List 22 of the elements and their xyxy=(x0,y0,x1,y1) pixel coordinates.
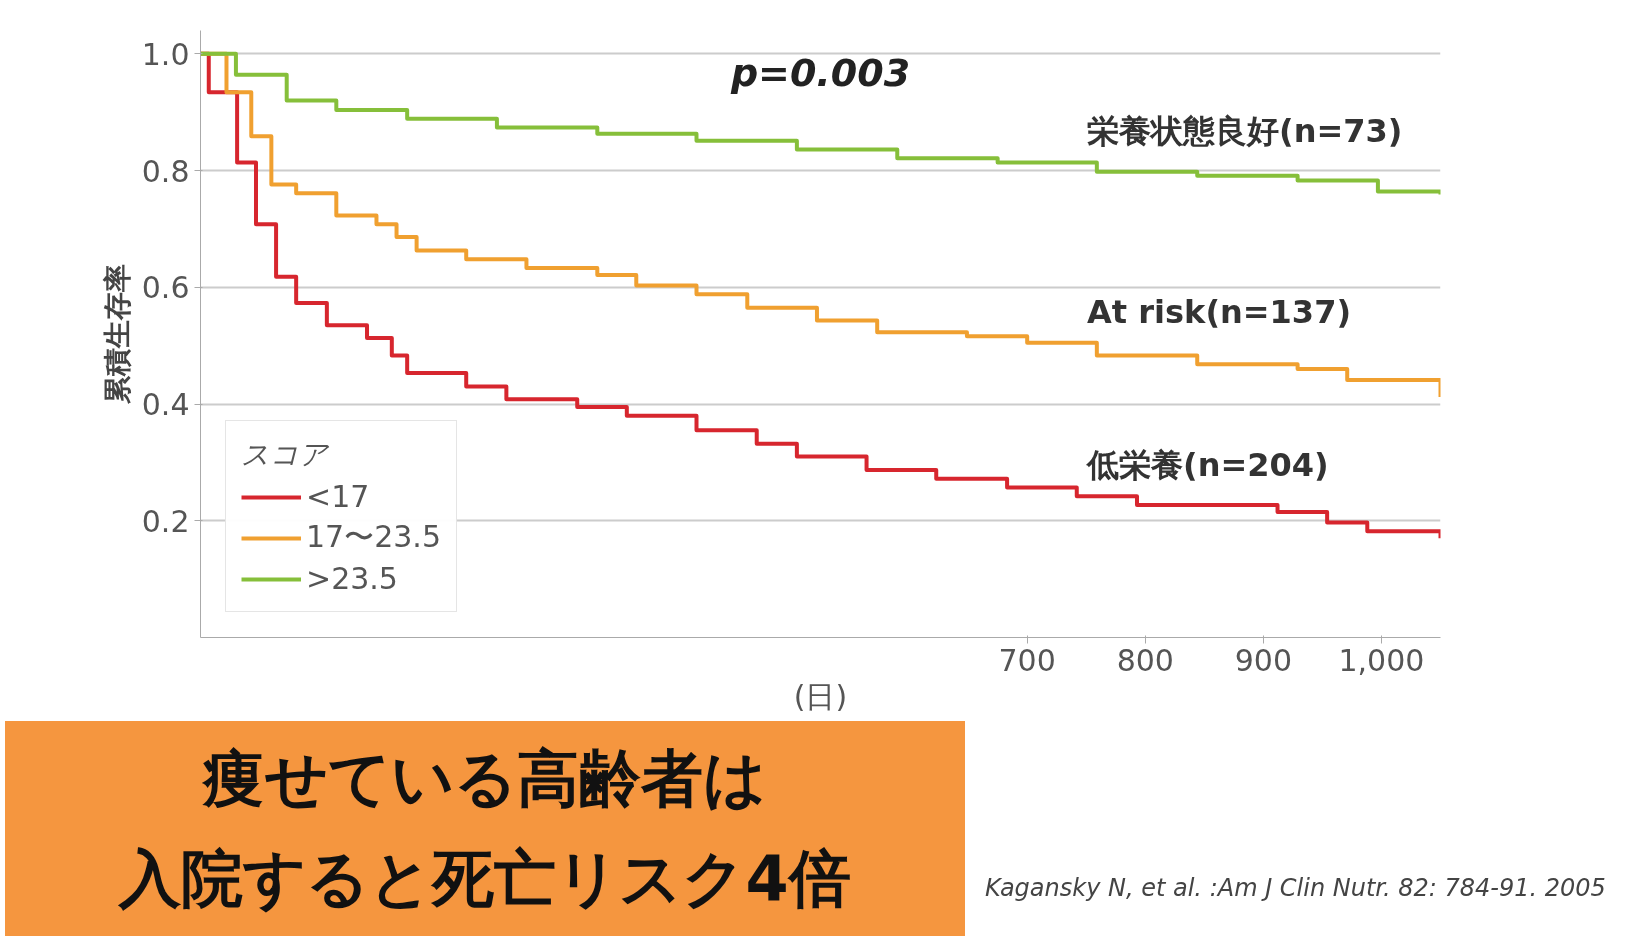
y-tick-label: 0.2 xyxy=(141,503,190,539)
text: 入院すると死亡リスク4倍 xyxy=(119,842,851,915)
y-tick-label: 0.8 xyxy=(141,153,190,189)
annotation: p=0.003 xyxy=(729,50,911,95)
text: Kagansky N, et al. :Am J Clin Nutr. 82: 784-91. 2005 xyxy=(985,873,1606,904)
x-tick-label: 700 xyxy=(998,642,1056,678)
x-tick-label: 1,000 xyxy=(1338,642,1425,678)
y-tick-label: 0.4 xyxy=(141,387,190,423)
legend-label: 17〜23.5 xyxy=(306,518,441,556)
y-tick-label: 1.0 xyxy=(141,36,190,72)
legend-title: スコア xyxy=(241,437,330,473)
annotation: 栄養状態良好(n=73) xyxy=(1087,112,1403,151)
x-tick-label: 900 xyxy=(1234,642,1292,678)
annotation: At risk(n=137) xyxy=(1087,292,1352,331)
x-axis-title: (日) xyxy=(793,678,848,714)
y-axis-title: 累積生存率 xyxy=(100,264,134,405)
y-tick-label: 0.6 xyxy=(141,270,190,306)
annotation: 低栄養(n=204) xyxy=(1085,446,1329,485)
x-tick-label: 800 xyxy=(1116,642,1174,678)
legend-label: <17 xyxy=(306,479,370,514)
text: 痩せている高齢者は xyxy=(203,742,767,815)
legend-label: >23.5 xyxy=(306,561,398,596)
